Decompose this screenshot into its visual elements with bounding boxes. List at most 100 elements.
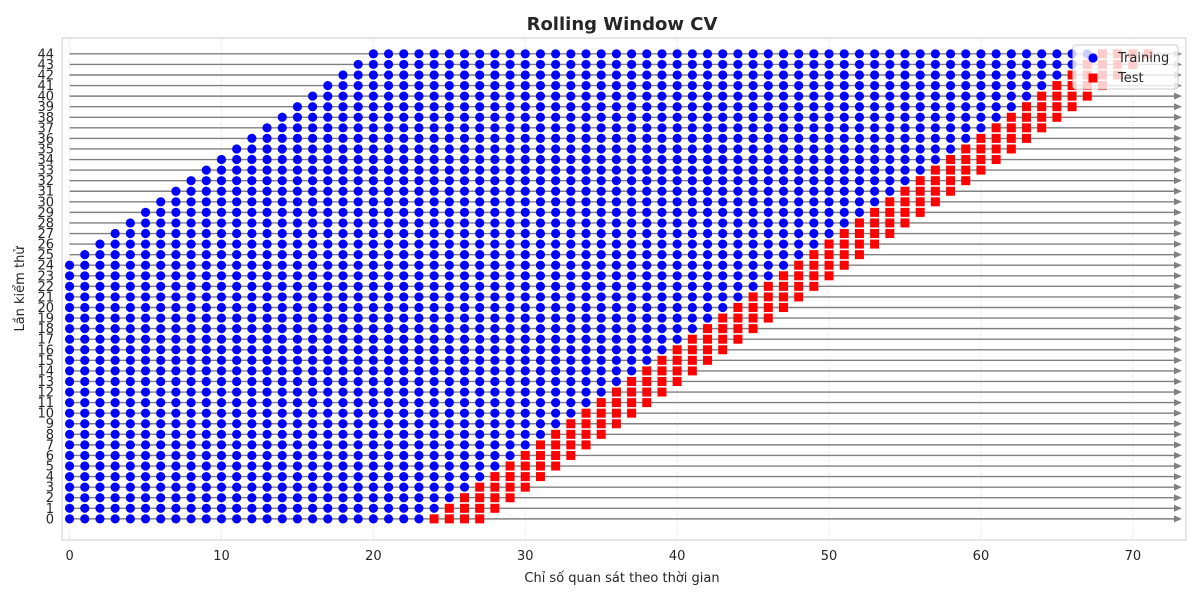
training-point	[718, 59, 728, 70]
training-point	[596, 123, 606, 133]
training-point	[140, 471, 151, 482]
training-point	[95, 387, 105, 397]
training-point	[323, 482, 333, 492]
training-point	[551, 197, 561, 207]
training-point	[809, 80, 819, 91]
test-point	[794, 260, 804, 270]
training-point	[930, 70, 940, 80]
training-point	[718, 207, 728, 217]
training-point	[156, 292, 166, 302]
test-point	[794, 271, 804, 281]
training-point	[459, 176, 470, 186]
training-point	[383, 59, 394, 70]
training-point	[870, 133, 880, 143]
training-point	[383, 440, 394, 450]
training-point	[368, 133, 378, 143]
training-point	[702, 154, 713, 165]
training-point	[262, 398, 272, 408]
training-point	[794, 154, 804, 165]
training-point	[535, 91, 546, 101]
test-point	[870, 239, 880, 249]
training-point	[687, 324, 697, 334]
training-point	[459, 154, 470, 165]
training-point	[809, 218, 819, 228]
training-point	[414, 503, 424, 513]
training-point	[854, 112, 865, 122]
training-point	[399, 80, 409, 91]
training-point	[247, 281, 257, 291]
fold-arrow-head	[1174, 504, 1182, 512]
training-point	[702, 80, 713, 91]
training-point	[945, 91, 956, 101]
training-point	[323, 345, 333, 355]
training-point	[232, 366, 242, 376]
training-point	[581, 250, 591, 260]
training-point	[535, 387, 546, 397]
test-point	[551, 429, 561, 439]
training-point	[687, 80, 697, 91]
training-point	[581, 239, 591, 249]
training-point	[368, 123, 378, 133]
training-point	[778, 260, 789, 270]
training-point	[353, 366, 363, 376]
fold-arrow-head	[1174, 430, 1182, 438]
training-point	[414, 207, 424, 217]
test-point	[581, 408, 591, 418]
training-point	[368, 281, 378, 291]
training-point	[399, 133, 409, 143]
training-point	[186, 461, 196, 471]
y-tick-label: 18	[37, 322, 54, 337]
training-point	[718, 176, 728, 186]
training-point	[596, 49, 606, 59]
training-point	[733, 165, 743, 175]
training-point	[702, 91, 713, 101]
training-point	[505, 176, 515, 186]
training-point	[763, 102, 773, 112]
test-point	[520, 461, 530, 471]
training-point	[414, 493, 424, 503]
test-point	[687, 345, 697, 355]
training-point	[566, 176, 576, 186]
test-point	[1022, 133, 1032, 143]
training-point	[247, 514, 257, 524]
test-point	[870, 229, 880, 239]
training-point	[277, 228, 287, 239]
training-point	[520, 228, 530, 239]
training-point	[383, 49, 394, 59]
test-point	[672, 355, 682, 365]
training-point	[748, 59, 758, 70]
training-point	[626, 355, 637, 365]
training-point	[277, 461, 287, 471]
fold-arrow-head	[1174, 230, 1182, 238]
training-point	[718, 197, 728, 207]
training-point	[915, 165, 925, 175]
training-point	[308, 133, 318, 143]
test-point	[1022, 123, 1032, 133]
training-point	[353, 440, 363, 450]
training-point	[140, 250, 151, 260]
training-point	[763, 228, 773, 239]
training-point	[247, 493, 257, 503]
training-point	[596, 176, 606, 186]
training-point	[702, 144, 713, 154]
training-point	[64, 313, 75, 323]
training-point	[232, 313, 242, 323]
training-point	[156, 334, 166, 344]
training-point	[368, 440, 378, 450]
training-point	[277, 133, 287, 143]
training-point	[596, 355, 606, 365]
training-point	[444, 345, 454, 355]
training-point	[95, 334, 105, 344]
training-point	[156, 419, 166, 429]
test-point	[642, 387, 652, 397]
training-point	[232, 250, 242, 260]
training-point	[490, 408, 500, 418]
training-point	[353, 302, 363, 313]
training-point	[626, 345, 637, 355]
training-point	[551, 102, 561, 112]
training-point	[186, 176, 196, 186]
training-point	[323, 429, 333, 439]
fold-markers	[64, 49, 1153, 524]
plot-frame	[61, 37, 1187, 541]
training-point	[353, 123, 363, 133]
